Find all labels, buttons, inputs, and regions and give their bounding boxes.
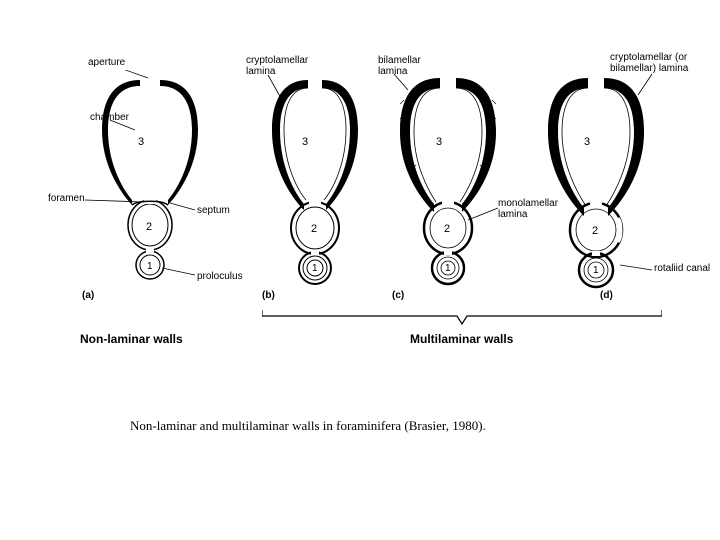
panel-b-letter: (b): [262, 290, 275, 301]
figure-canvas: 3 2 1 aperture chamber foramen septum pr…: [0, 0, 720, 540]
svg-text:2: 2: [444, 223, 450, 235]
svg-text:3: 3: [302, 136, 308, 148]
svg-text:3: 3: [138, 136, 144, 148]
svg-text:3: 3: [584, 136, 590, 148]
label-c-bilamellar: bilamellar lamina: [378, 55, 438, 77]
svg-text:3: 3: [436, 136, 442, 148]
label-aperture: aperture: [88, 57, 125, 68]
label-foramen: foramen: [48, 193, 85, 204]
svg-text:1: 1: [445, 263, 451, 274]
bracket-multilaminar: [262, 306, 662, 330]
label-chamber: chamber: [90, 112, 129, 123]
label-d-rotaliid: rotaliid canal: [654, 263, 714, 274]
panel-a-letter: (a): [82, 290, 94, 301]
svg-text:1: 1: [593, 265, 599, 276]
svg-text:2: 2: [146, 221, 152, 233]
panel-c-svg: 3 2 1: [390, 70, 510, 300]
panel-d-letter: (d): [600, 290, 613, 301]
label-proloculus: proloculus: [197, 271, 243, 282]
panel-a-svg: 3 2 1: [80, 70, 210, 300]
figure-caption: Non-laminar and multilaminar walls in fo…: [130, 418, 630, 434]
svg-text:1: 1: [147, 261, 153, 272]
svg-text:2: 2: [311, 223, 317, 235]
svg-text:1: 1: [312, 263, 318, 274]
category-nonlaminar: Non-laminar walls: [80, 332, 183, 346]
panel-d-svg: 3 2 1: [540, 70, 660, 300]
svg-text:2: 2: [592, 225, 598, 237]
panel-c-letter: (c): [392, 290, 404, 301]
label-d-lamina: cryptolamellar (or bilamellar) lamina: [610, 52, 695, 74]
label-b-lamina: cryptolamellar lamina: [246, 55, 316, 77]
label-septum: septum: [197, 205, 230, 216]
category-multilaminar: Multilaminar walls: [410, 332, 513, 346]
panel-b-svg: 3 2 1: [260, 70, 370, 300]
